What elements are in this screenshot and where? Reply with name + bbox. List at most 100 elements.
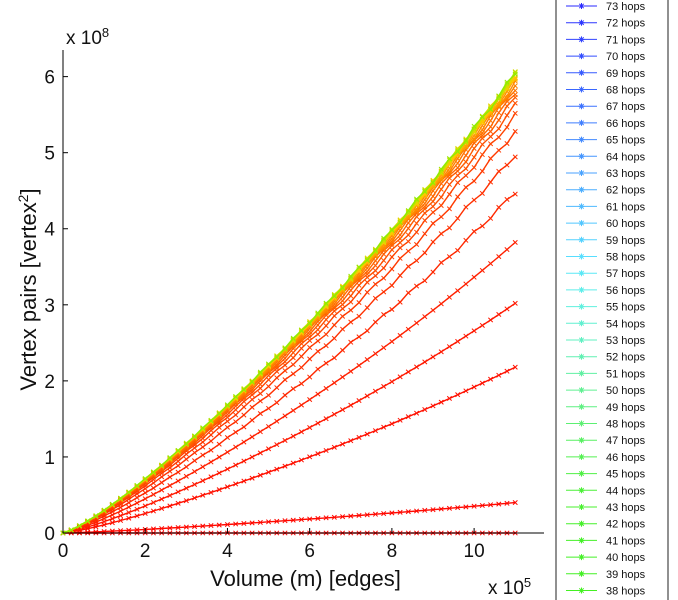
series-marker	[356, 334, 362, 340]
series-marker	[224, 435, 230, 441]
legend-swatch-marker	[578, 437, 585, 444]
series-marker	[315, 338, 321, 344]
series-marker	[381, 265, 387, 271]
series-marker	[257, 398, 263, 404]
series-marker	[274, 442, 280, 448]
series-marker	[496, 93, 502, 99]
series-marker	[389, 227, 395, 233]
series-marker	[446, 254, 452, 260]
series-marker	[512, 110, 518, 116]
legend: 73 hops 72 hops 71 hops 70 hops 69 hops 68 ho…	[555, 0, 669, 600]
series-marker	[241, 439, 247, 445]
legend-item: 64 hops	[566, 151, 646, 163]
legend-item: 73 hops	[566, 1, 646, 13]
series-marker	[224, 466, 230, 472]
series-marker	[438, 399, 444, 405]
series-marker	[422, 406, 428, 413]
series-marker	[512, 100, 518, 106]
series-marker	[446, 344, 452, 350]
series-marker	[414, 241, 420, 248]
series-marker	[455, 247, 461, 253]
series-marker	[331, 293, 337, 299]
series-marker	[282, 518, 288, 524]
y-axis-title-main: Vertex pairs [vertex	[16, 202, 41, 390]
series-marker	[463, 237, 469, 243]
series-marker	[364, 328, 370, 334]
series-marker	[504, 124, 510, 130]
series-marker	[159, 525, 165, 532]
series-marker	[331, 380, 337, 386]
legend-label: 69 hops	[606, 68, 646, 80]
legend-swatch-marker	[578, 203, 585, 210]
series-marker	[389, 247, 395, 253]
series-marker	[274, 354, 280, 360]
legend-swatch-marker	[578, 186, 585, 193]
series-marker	[356, 300, 362, 306]
series-marker	[323, 360, 329, 366]
series-marker	[430, 507, 436, 513]
series-marker	[200, 444, 206, 450]
series-marker	[504, 112, 510, 118]
series-marker	[496, 501, 502, 507]
series-marker	[307, 424, 313, 431]
series-marker	[438, 186, 444, 192]
series-marker	[405, 509, 411, 515]
legend-item: 62 hops	[566, 185, 646, 197]
series-marker	[134, 506, 140, 512]
series-marker	[504, 500, 510, 506]
series-marker	[356, 362, 362, 369]
series-curve	[60, 71, 518, 536]
series-marker	[298, 457, 304, 463]
legend-swatch-marker	[578, 69, 585, 76]
series-marker	[455, 165, 461, 171]
series-marker	[446, 294, 452, 300]
series-marker	[430, 203, 436, 210]
series-marker	[282, 345, 288, 351]
series-marker	[249, 396, 255, 403]
series-marker	[430, 220, 436, 226]
series-marker	[389, 421, 395, 427]
series-marker	[463, 166, 469, 172]
series-marker	[496, 204, 502, 210]
series-marker	[455, 149, 461, 155]
series-marker	[430, 239, 436, 245]
series-marker	[488, 155, 494, 162]
series-marker	[249, 417, 255, 423]
x-axis-title: Volume (m) [edges]	[210, 566, 401, 591]
series-marker	[430, 307, 436, 313]
series-curve	[60, 364, 518, 536]
series-marker	[512, 154, 518, 160]
series-marker	[397, 417, 403, 423]
series-marker	[183, 485, 189, 491]
series-marker	[397, 232, 403, 238]
legend-swatch-marker	[578, 570, 585, 577]
series-marker	[381, 424, 387, 430]
series-marker	[290, 362, 296, 368]
series-marker	[504, 79, 510, 85]
series-marker	[109, 501, 115, 507]
series-marker	[372, 281, 378, 287]
legend-item: 60 hops	[566, 218, 646, 230]
series-marker	[340, 407, 346, 413]
series-marker	[471, 228, 477, 234]
series-marker	[512, 500, 518, 506]
series-marker	[257, 519, 263, 525]
legend-item: 46 hops	[566, 452, 646, 464]
legend-swatch-marker	[578, 353, 585, 360]
series-marker	[422, 189, 428, 195]
series-marker	[381, 312, 387, 318]
legend-label: 49 hops	[606, 402, 646, 414]
series-marker	[438, 301, 444, 307]
series-marker	[405, 263, 411, 270]
legend-label: 42 hops	[606, 519, 646, 531]
series-marker	[512, 69, 518, 76]
series-marker	[192, 481, 198, 488]
series-marker	[414, 508, 420, 514]
x-multiplier: x 105	[488, 575, 531, 600]
series-marker	[422, 507, 428, 513]
series-marker	[249, 434, 255, 440]
series-marker	[241, 404, 247, 410]
series-marker	[471, 197, 477, 203]
series-marker	[414, 410, 420, 416]
